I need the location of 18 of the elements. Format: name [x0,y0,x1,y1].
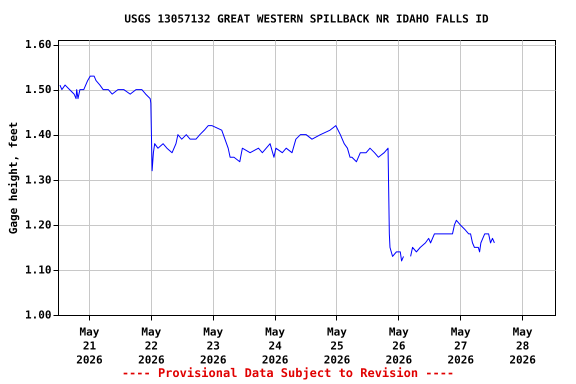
x-tick-label: May 28 2026 [509,326,536,366]
x-tick-label: May 21 2026 [76,326,104,366]
chart-title: USGS 13057132 GREAT WESTERN SPILLBACK NR IDAHO FALLS ID [124,12,489,26]
y-tick-label: 1.00 [25,308,52,322]
x-tick-label: May 25 2026 [324,326,351,366]
y-tick-label: 1.40 [25,128,52,142]
y-axis-title: Gage height, feet [7,122,20,234]
x-tick-label: May 27 2026 [447,326,474,366]
x-tick-label: May 22 2026 [138,326,165,366]
y-tick-label: 1.60 [25,38,52,52]
y-tick-label: 1.20 [25,218,52,232]
y-tick-label: 1.30 [25,173,52,186]
y-tick-label: 1.50 [25,83,52,96]
text: ---- Provisional Data Subject to Revision ---- [120,366,456,380]
x-tick-label: May 24 2026 [262,326,289,366]
x-tick-label: May 26 2026 [386,326,412,366]
y-tick-label: 1.10 [25,263,52,276]
x-tick-label: May 23 2026 [200,326,227,366]
